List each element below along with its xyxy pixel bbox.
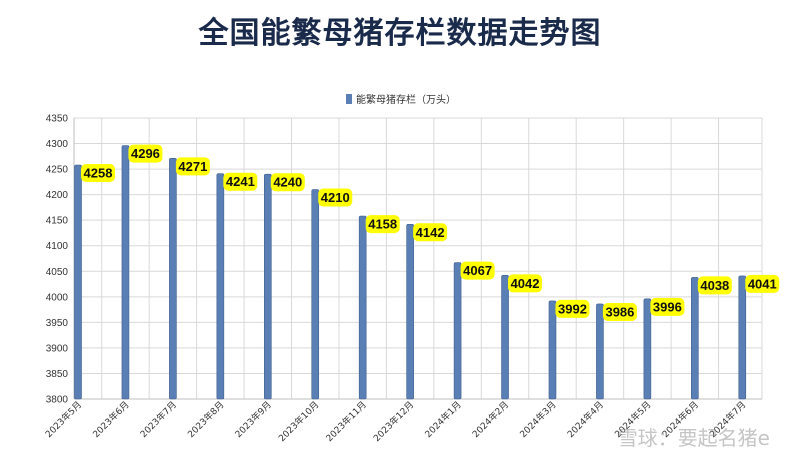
data-label: 4038 [700,278,729,293]
data-label-bg [365,215,400,234]
gridlines [74,117,763,400]
watermark: 雪球：要起名猪e [617,426,770,450]
bar [121,145,130,400]
bar [501,275,509,400]
data-label: 3996 [653,299,682,314]
y-tick-label: 3850 [46,369,69,380]
x-tick-label: 2023年10月 [276,399,322,445]
bars [74,145,747,400]
data-label: 4067 [463,263,492,278]
x-tick-label: 2024年4月 [565,399,606,440]
y-tick-label: 4350 [46,114,69,125]
bar [691,277,699,400]
data-label: 4158 [368,217,397,232]
y-tick-label: 3800 [46,395,69,406]
y-tick-label: 4200 [46,190,69,201]
bar [596,303,604,400]
legend-swatch [346,94,352,104]
data-label: 4271 [178,159,207,174]
bar [74,164,82,400]
bar [406,223,414,400]
data-label-bg [602,302,637,321]
x-tick-label: 2023年9月 [232,399,273,440]
data-label-bg [745,274,780,293]
data-label: 4210 [321,190,350,205]
x-tick-label: 2023年6月 [90,399,131,440]
x-tick-label: 2023年11月 [323,399,369,445]
data-label: 3986 [605,304,634,319]
data-label-bg [128,144,163,163]
data-label: 4142 [416,225,445,240]
x-tick-label: 2023年7月 [138,399,179,440]
data-label-bg [175,157,210,176]
data-label-bg [697,276,732,295]
data-labels: 4258 4296 4271 4241 4240 4210 4158 4142 4067 4042… [81,144,780,321]
data-label: 4296 [131,146,160,161]
bar [358,215,367,400]
data-label-bg [555,299,590,318]
y-tick-label: 3900 [46,343,69,354]
y-tick-label: 4300 [46,139,69,150]
legend: 能繁母猪存栏（万头） [346,93,456,106]
x-tick-label: 2024年3月 [517,399,558,440]
data-label: 4240 [273,175,302,190]
y-tick-label: 3950 [46,318,69,329]
y-tick-label: 4000 [46,292,69,303]
x-tick-label: 2024年2月 [470,399,511,440]
x-tick-label: 2024年1月 [422,399,463,440]
data-label-bg [460,261,495,280]
data-label: 3992 [558,301,587,316]
data-label-bg [223,172,258,191]
y-tick-label: 4150 [46,216,69,227]
bar [643,298,652,400]
y-axis-ticks: 3800 3850 3900 3950 4000 4050 4100 4150 4200 4250… [46,114,69,406]
x-tick-label: 2023年12月 [371,399,417,445]
data-label: 4041 [748,276,777,291]
bar [169,158,177,400]
data-label-bg [318,188,353,207]
data-label-bg [413,223,448,242]
bar [548,300,557,400]
data-label: 4042 [511,276,540,291]
data-label: 4241 [226,174,255,189]
y-tick-label: 4250 [46,165,69,176]
bar [311,189,320,400]
bar [738,275,747,400]
bar [453,262,462,400]
bar [263,173,272,400]
legend-label: 能繁母猪存栏（万头） [356,93,456,106]
y-tick-label: 4100 [46,241,69,252]
x-tick-label: 2023年8月 [185,399,226,440]
data-label-bg [270,173,305,192]
data-label-bg [508,274,543,293]
data-label-bg [650,297,685,316]
bar [216,173,225,400]
y-tick-label: 4050 [46,267,69,278]
data-label: 4258 [84,166,113,181]
data-label-bg [81,164,115,183]
chart-title: 全国能繁母猪存栏数据走势图 [198,16,602,51]
